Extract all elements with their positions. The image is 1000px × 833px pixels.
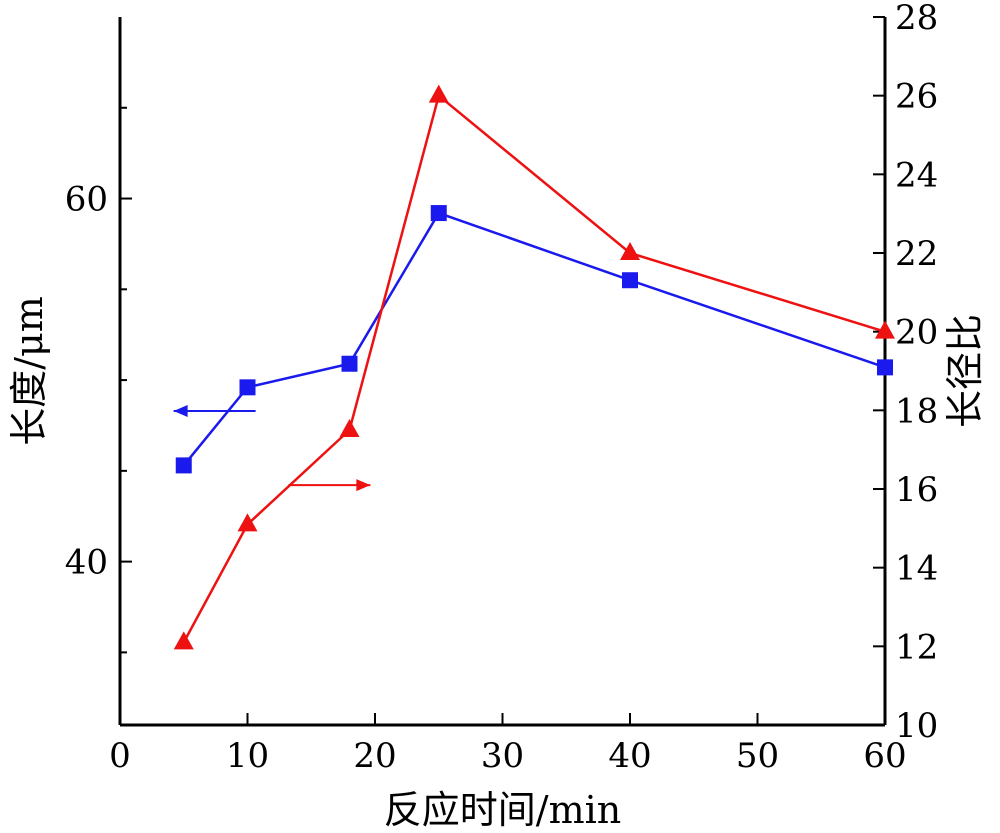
right-tick-label-1: 12 (895, 627, 938, 667)
left-tick-label-1: 60 (65, 180, 108, 220)
series-1-line (182, 211, 886, 467)
x-tick-label-1: 10 (226, 736, 269, 776)
right-tick-label-0: 10 (895, 706, 938, 746)
left-tick-label-0: 40 (65, 543, 108, 583)
series-2-point-3 (428, 84, 449, 103)
axes (118, 17, 887, 727)
series-1-point-1 (239, 379, 256, 396)
x-tick-label-3: 30 (481, 736, 524, 776)
series-2-point-5 (875, 320, 895, 339)
right-tick-label-5: 20 (895, 313, 938, 353)
x-ticks: 0 10 20 30 40 50 60 (109, 713, 907, 776)
x-tick-label-0: 0 (109, 736, 131, 776)
left-y-ticks: 40 60 (65, 106, 132, 654)
series-1-point-2 (341, 355, 358, 372)
series-1-point-3 (430, 205, 447, 222)
x-tick-label-5: 50 (736, 736, 779, 776)
annotation-layer (173, 404, 371, 492)
series-2-point-4 (620, 242, 640, 260)
x-tick-label-6: 60 (863, 736, 906, 776)
right-tick-label-9: 28 (895, 0, 938, 38)
x-tick-label-2: 20 (353, 736, 396, 776)
x-axis-title: 反应时间/min (384, 788, 621, 832)
right-tick-label-4: 18 (895, 391, 938, 431)
right-tick-label-3: 16 (895, 470, 938, 510)
right-y-axis-title: 长径比 (943, 314, 987, 428)
series-1-point-4 (622, 272, 638, 289)
series-2-point-1 (237, 513, 258, 532)
axis-arrow-right (288, 479, 371, 492)
series-1-point-0 (175, 457, 192, 474)
right-tick-label-8: 26 (895, 77, 938, 117)
right-tick-label-7: 24 (895, 155, 938, 195)
left-y-axis-title: 长度/μm (7, 296, 51, 446)
series-1-point-5 (877, 359, 893, 376)
series-2-point-2 (339, 419, 360, 437)
right-tick-label-2: 14 (895, 549, 938, 589)
series-2-line (182, 93, 886, 643)
right-y-ticks: 10 12 14 16 18 20 22 24 26 28 (873, 0, 938, 746)
x-tick-label-4: 40 (608, 736, 651, 776)
axis-arrow-left (173, 404, 256, 417)
series-2-point-0 (173, 631, 194, 650)
series-layer (173, 84, 895, 650)
right-tick-label-6: 22 (895, 234, 938, 274)
